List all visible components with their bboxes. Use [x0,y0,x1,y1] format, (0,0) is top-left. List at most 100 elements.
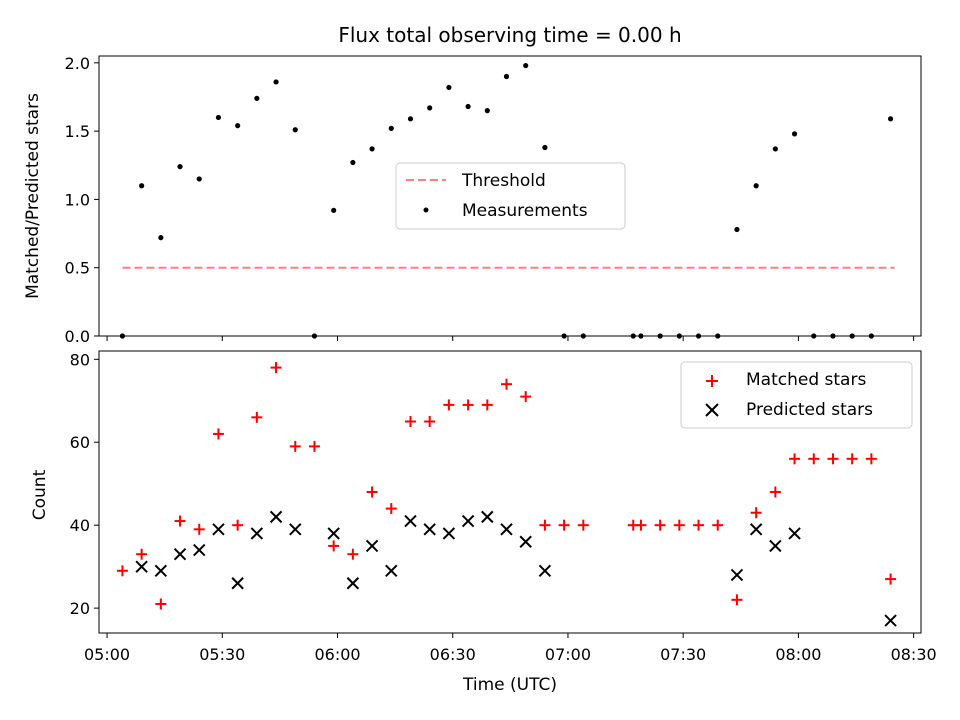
ratio-y-tick-label: 1.5 [65,122,90,141]
ratio-legend-box [395,162,626,230]
measurement-point [887,116,894,122]
measurement-point [388,125,394,131]
ratio-y-tick-label: 0.0 [65,327,90,346]
ratio-y-tick-label: 0.5 [65,259,90,278]
predicted-stars-point [404,514,417,528]
ratio-y-tick-label: 1.0 [65,190,90,209]
predicted-stars-point [269,510,283,524]
ratio-legend: Threshold Measurements [395,162,626,230]
count-legend-box [680,361,913,429]
matched-stars-point [635,519,647,531]
predicted-stars-point [884,614,897,627]
matched-stars-point [155,598,167,610]
count-marks: 20 40 60 80 05:00 05:30 06:00 06:30 07:00 07:30 08… [70,350,937,664]
measurement-point [753,183,759,189]
matched-stars-point [731,594,743,606]
matched-stars-point [404,416,416,427]
matched-stars-point [116,565,128,577]
predicted-stars-point [154,564,168,578]
predicted-stars-point [135,560,148,573]
measurement-point [331,207,337,213]
x-tick-label: 07:30 [660,645,706,664]
x-axis-label: Time (UTC) [462,675,557,695]
x-tick-label: 06:30 [430,645,476,664]
count-y-tick-label: 80 [70,350,90,369]
predicted-stars-point [538,564,552,578]
predicted-stars-legend-marker [705,403,719,417]
predicted-stars-point [193,543,206,557]
measurement-point [158,235,164,241]
predicted-stars-point [788,527,801,540]
matched-stars-point [750,507,762,519]
matched-stars-legend-marker [706,375,718,387]
matched-stars-point [193,523,205,535]
predicted-stars-point [749,523,763,536]
matched-stars-point [308,440,320,452]
matched-stars-point [865,453,877,465]
matched-stars-point [366,486,378,498]
x-tick-label: 05:00 [84,645,130,664]
matched-stars-point [577,519,589,531]
measurement-point [791,131,798,137]
matched-stars-point [443,399,455,411]
measurement-point [292,127,298,133]
predicted-stars-point [231,577,244,590]
measurement-point [369,146,375,152]
predicted-stars-point [212,523,225,536]
measurement-point [484,108,490,114]
measurement-point [196,176,202,182]
matched-stars-point [289,440,301,452]
measurement-point [215,114,222,121]
predicted-stars-point [385,564,398,578]
matched-stars-point [385,503,397,515]
matched-stars-point [539,519,551,531]
x-tick-label: 08:30 [891,645,937,664]
matched-stars-point [712,519,724,531]
measurement-point [254,95,260,101]
matched-stars-point [136,548,148,560]
predicted-stars-point [442,527,456,540]
matched-stars-point [270,362,282,374]
matched-stars-point [328,540,340,552]
count-plot-frame [98,350,922,634]
chart-title: Flux total observing time = 0.00 h [338,23,681,47]
matched-stars-point [769,486,781,498]
matched-stars-point [827,453,839,465]
measurement-point [503,73,510,80]
measurement-point [407,116,414,122]
count-y-tick-label: 40 [70,516,90,535]
matched-stars-point [212,428,224,440]
ratio-y-axis-label: Matched/Predicted stars [23,93,43,299]
measurement-point [139,183,145,189]
measurement-point [235,123,241,129]
count-y-axis-label: Count [30,469,50,520]
matched-stars-point [232,519,244,531]
matched-stars-point [693,519,705,531]
count-y-tick-label: 60 [70,433,90,452]
measurement-point [734,226,740,233]
matched-stars-point [251,411,263,423]
measurements-legend-label: Measurements [462,201,588,221]
measurement-point [772,146,778,152]
predicted-stars-point [289,523,302,536]
measurements-legend-marker [423,207,429,213]
matched-stars-point [501,378,513,390]
measurement-point [427,105,433,111]
count-y-tick-label: 20 [70,599,90,618]
predicted-stars-point [730,568,744,582]
predicted-stars-legend-label: Predicted stars [746,400,873,420]
predicted-stars-point [769,539,782,553]
matched-stars-point [789,453,801,465]
threshold-legend-label: Threshold [461,171,546,191]
matched-stars-point [846,453,858,465]
predicted-stars-point [461,514,475,528]
matched-stars-point [654,519,666,531]
matched-stars-legend-label: Matched stars [746,370,866,390]
predicted-stars-point [500,523,513,536]
predicted-stars-point [250,527,264,540]
matched-stars-point [481,399,493,411]
ratio-plot-frame [98,55,922,337]
predicted-stars-point [481,510,494,524]
measurement-point [523,62,529,69]
